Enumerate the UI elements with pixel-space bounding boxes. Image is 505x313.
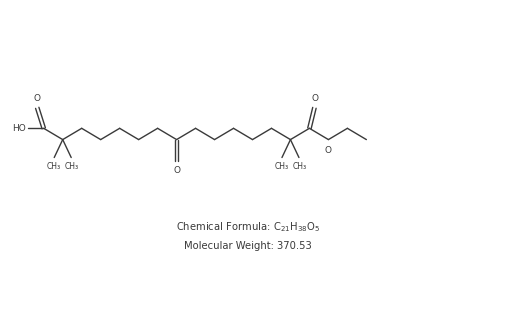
Text: CH₃: CH₃ xyxy=(65,162,79,171)
Text: O: O xyxy=(33,94,40,103)
Text: O: O xyxy=(325,146,332,155)
Text: CH₃: CH₃ xyxy=(292,162,307,171)
Text: O: O xyxy=(173,166,180,175)
Text: CH₃: CH₃ xyxy=(46,162,61,171)
Text: CH₃: CH₃ xyxy=(274,162,288,171)
Text: O: O xyxy=(312,94,319,103)
Text: Chemical Formula: C$_{21}$H$_{38}$O$_{5}$: Chemical Formula: C$_{21}$H$_{38}$O$_{5}… xyxy=(176,220,320,234)
Text: HO: HO xyxy=(12,124,26,133)
Text: Molecular Weight: 370.53: Molecular Weight: 370.53 xyxy=(184,241,312,251)
